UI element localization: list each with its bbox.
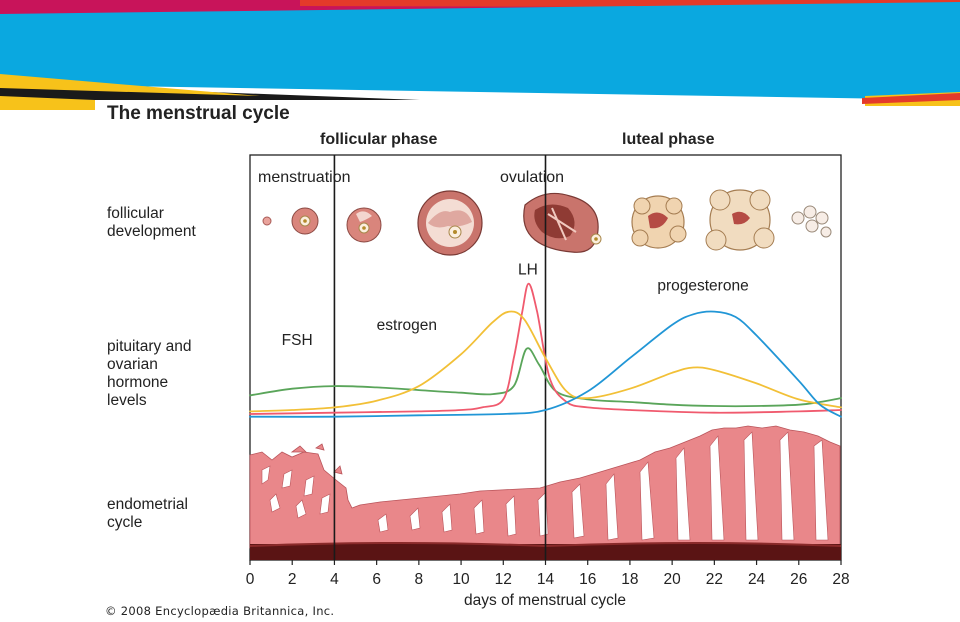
lh-curve xyxy=(249,282,842,415)
ovulating-follicle-illustration xyxy=(523,192,602,253)
secondary-follicle-illustration xyxy=(346,207,382,243)
x-tick-label-24: 24 xyxy=(748,571,766,588)
x-axis-title: days of menstrual cycle xyxy=(464,592,626,609)
luteal-phase-label: luteal phase xyxy=(622,131,715,148)
progesterone-label: progesterone xyxy=(657,277,748,294)
x-tick-label-18: 18 xyxy=(621,571,638,588)
x-tick-label-16: 16 xyxy=(579,571,596,588)
x-tick-label-6: 6 xyxy=(372,571,381,588)
x-tick-label-20: 20 xyxy=(664,571,682,588)
x-tick-label-22: 22 xyxy=(706,571,723,588)
primary-follicle-illustration xyxy=(291,207,319,235)
graafian-follicle-illustration xyxy=(417,190,483,256)
row-label-hormone-levels: pituitary and ovarian hormone levels xyxy=(107,338,192,409)
x-tick-label-4: 4 xyxy=(330,571,339,588)
row-label-endometrial-cycle: endometrial cycle xyxy=(107,496,188,531)
corpus-luteum-illustration xyxy=(631,195,687,249)
mature-corpus-luteum-illustration xyxy=(705,189,775,251)
progesterone-curve xyxy=(249,310,842,418)
fsh-curve xyxy=(249,347,842,408)
x-tick-label-8: 8 xyxy=(415,571,424,588)
x-tick-label-26: 26 xyxy=(790,571,807,588)
lh-label: LH xyxy=(518,261,538,278)
estrogen-curve xyxy=(249,310,842,413)
estrogen-label: estrogen xyxy=(377,317,437,334)
x-tick-label-14: 14 xyxy=(537,571,555,588)
x-tick-label-12: 12 xyxy=(495,571,512,588)
follicular-phase-label: follicular phase xyxy=(320,131,438,148)
x-tick-label-28: 28 xyxy=(832,571,849,588)
x-tick-label-2: 2 xyxy=(288,571,297,588)
corpus-albicans-illustration xyxy=(791,205,832,238)
ovulation-label: ovulation xyxy=(500,169,564,186)
x-tick-label-10: 10 xyxy=(452,571,470,588)
fsh-label: FSH xyxy=(282,332,313,349)
decorative-header-banner xyxy=(0,0,960,110)
figure-title: The menstrual cycle xyxy=(107,103,290,124)
row-label-follicular-development: follicular development xyxy=(107,205,196,240)
menstruation-label: menstruation xyxy=(258,169,351,186)
copyright-notice: © 2008 Encyclopædia Britannica, Inc. xyxy=(105,604,335,618)
follicle-illustrations xyxy=(262,189,832,256)
x-tick-label-0: 0 xyxy=(246,571,255,588)
primordial-follicle-illustration xyxy=(262,216,272,226)
